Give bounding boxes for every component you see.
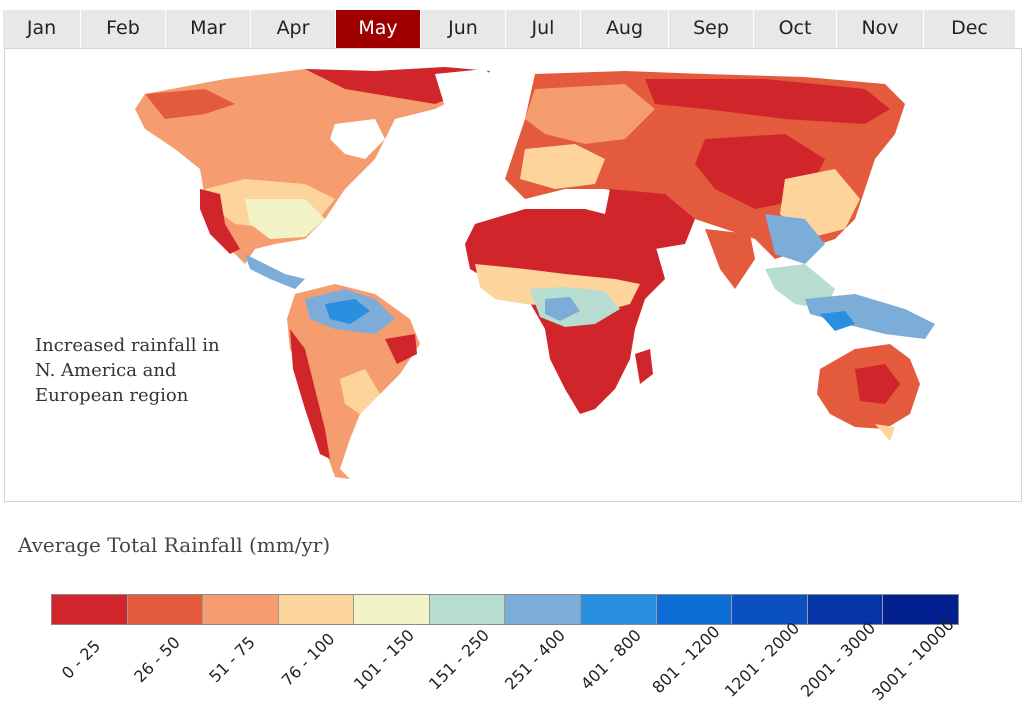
- north-america: [135, 67, 490, 289]
- legend-color-bar: [51, 594, 959, 625]
- tab-jul[interactable]: Jul: [506, 10, 581, 48]
- southeast-asia: [765, 264, 935, 339]
- world-rainfall-map: [135, 67, 935, 479]
- tab-feb[interactable]: Feb: [81, 10, 166, 48]
- tab-aug[interactable]: Aug: [581, 10, 669, 48]
- legend-label: 3001 - 10000: [868, 614, 958, 704]
- tab-oct[interactable]: Oct: [754, 10, 837, 48]
- legend-swatch: [127, 595, 204, 624]
- legend-swatch: [203, 595, 279, 624]
- greenland: [435, 69, 500, 109]
- tab-nov[interactable]: Nov: [837, 10, 924, 48]
- map-annotation: Increased rainfall in N. America and Eur…: [35, 335, 220, 406]
- australia: [817, 344, 920, 441]
- legend-label: 401 - 800: [576, 625, 645, 694]
- legend-label: 1201 - 2000: [720, 618, 803, 701]
- tab-dec[interactable]: Dec: [924, 10, 1016, 48]
- legend-swatch: [807, 595, 884, 624]
- tab-may[interactable]: May: [336, 10, 421, 48]
- legend-swatch: [52, 595, 128, 624]
- tab-jun[interactable]: Jun: [421, 10, 506, 48]
- legend-label: 51 - 75: [205, 632, 259, 687]
- tab-mar[interactable]: Mar: [166, 10, 251, 48]
- legend-label: 0 - 25: [57, 636, 104, 683]
- legend-swatch: [278, 595, 355, 624]
- legend-swatch: [732, 595, 808, 624]
- legend-label: 101 - 150: [349, 625, 418, 694]
- legend-swatch: [581, 595, 657, 624]
- tab-apr[interactable]: Apr: [251, 10, 336, 48]
- legend-label: 2001 - 3000: [796, 618, 879, 701]
- legend-label: 76 - 100: [277, 629, 339, 690]
- legend-swatch: [883, 595, 958, 624]
- tab-sep[interactable]: Sep: [669, 10, 754, 48]
- legend-swatch: [354, 595, 430, 624]
- legend-title: Average Total Rainfall (mm/yr): [18, 533, 331, 557]
- africa: [465, 209, 665, 414]
- map-panel: Increased rainfall in N. America and Eur…: [4, 48, 1022, 502]
- legend-label: 26 - 50: [129, 632, 184, 687]
- tab-jan[interactable]: Jan: [3, 10, 81, 48]
- legend-swatch: [656, 595, 733, 624]
- month-tabs: Jan Feb Mar Apr May Jun Jul Aug Sep Oct Nov Dec: [3, 10, 1022, 48]
- legend-label: 801 - 1200: [648, 621, 724, 698]
- legend-label: 151 - 250: [425, 625, 494, 694]
- south-america: [287, 284, 420, 479]
- legend-swatch: [429, 595, 506, 624]
- eurasia: [505, 71, 905, 289]
- legend-label: 251 - 400: [500, 625, 569, 694]
- legend-swatch: [505, 595, 582, 624]
